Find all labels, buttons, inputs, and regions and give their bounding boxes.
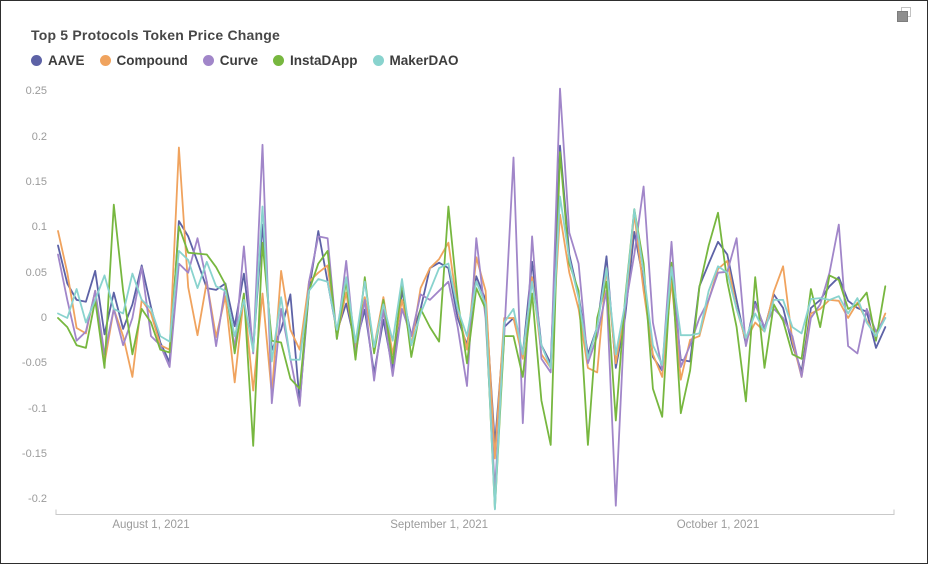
legend-label-aave: AAVE [48, 53, 85, 68]
legend-marker-curve [202, 55, 214, 66]
legend-marker-compound [99, 55, 111, 66]
x-axis-tick-label: August 1, 2021 [112, 519, 190, 531]
series-line-instadapp [57, 151, 887, 510]
copy-icon-front-square [897, 11, 908, 22]
legend-label-instadapp: InstaDApp [290, 53, 358, 68]
legend-item-makerdao[interactable]: MakerDAO [372, 53, 459, 68]
y-axis-tick-label: 0.25 [25, 85, 47, 98]
x-axis-line [55, 509, 895, 515]
y-axis-tick-label: 0 [40, 312, 47, 324]
x-axis-tick-label: September 1, 2021 [390, 519, 489, 531]
chart-title: Top 5 Protocols Token Price Change [31, 27, 280, 43]
y-axis-tick-label: 0.1 [31, 221, 47, 234]
legend-item-compound[interactable]: Compound [99, 53, 188, 68]
legend-label-curve: Curve [219, 53, 259, 68]
legend-marker-makerdao [372, 55, 384, 66]
legend-marker-instadapp [273, 55, 285, 66]
x-axis-tick-label: October 1, 2021 [676, 519, 760, 531]
y-axis-tick-label: 0.2 [31, 130, 47, 143]
legend-item-aave[interactable]: AAVE [31, 53, 85, 68]
y-axis-tick-label: -0.15 [21, 448, 47, 460]
y-axis-tick-label: 0.05 [25, 266, 47, 279]
legend-item-curve[interactable]: Curve [202, 53, 259, 68]
export-menu-icon[interactable] [897, 7, 912, 22]
y-axis-tick-label: -0.1 [28, 402, 47, 415]
legend-label-compound: Compound [116, 53, 188, 68]
series-line-makerdao [57, 195, 887, 511]
legend-label-makerdao: MakerDAO [389, 53, 459, 68]
chart-legend: AAVE Compound Curve InstaDApp MakerDAO [31, 53, 459, 68]
legend-marker-aave [31, 55, 42, 66]
y-axis-tick-label: 0.15 [25, 175, 47, 188]
y-axis-tick-label: -0.05 [21, 357, 47, 370]
legend-item-instadapp[interactable]: InstaDApp [273, 53, 358, 68]
y-axis-tick-label: -0.2 [28, 493, 47, 506]
